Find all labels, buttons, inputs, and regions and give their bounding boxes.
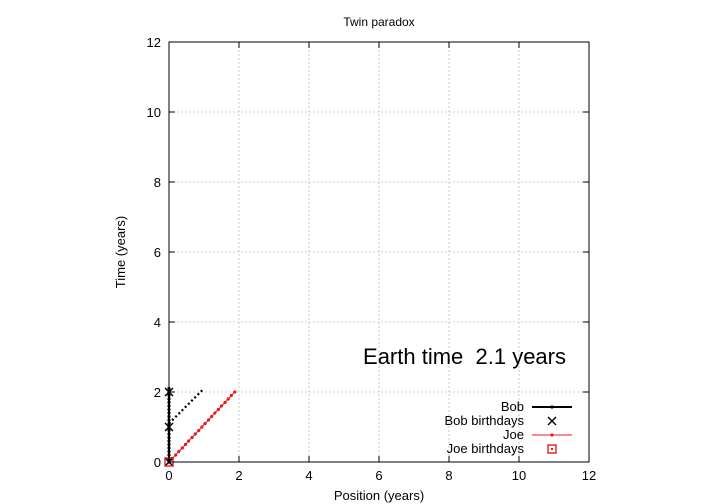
x-tick-label: 0 (165, 468, 172, 483)
legend: Bob Bob birthdays Joe Joe birthdays (445, 399, 572, 456)
tick-layer: 0 2 4 6 8 10 12 0 2 4 6 8 10 12 (147, 35, 597, 483)
earth-time-annotation: Earth time 2.1 years (363, 344, 566, 369)
y-axis-label: Time (years) (113, 216, 128, 288)
joe-point (206, 418, 211, 422)
joe-point (210, 414, 214, 419)
joe-point (177, 449, 181, 454)
joe-point (187, 439, 191, 443)
x-tick-label: 2 (235, 468, 242, 483)
joe-point (183, 442, 188, 447)
y-tick-label: 6 (154, 245, 161, 260)
dotted-path-line (168, 387, 205, 425)
y-tick-label: 4 (154, 315, 161, 330)
legend-label-bob-birthdays: Bob birthdays (445, 413, 525, 428)
x-tick-label: 4 (305, 468, 312, 483)
x-tick-label: 6 (375, 468, 382, 483)
joe-point (223, 400, 227, 405)
y-tick-label: 10 (147, 105, 161, 120)
legend-swatch-joe-birthdays (547, 444, 557, 454)
y-tick-label: 2 (154, 385, 161, 400)
joe-point (174, 453, 178, 457)
series-layer (164, 386, 237, 467)
grid-layer (169, 42, 589, 462)
x-tick-label: 12 (582, 468, 596, 483)
joe-point (190, 435, 194, 440)
legend-label-bob: Bob (501, 399, 524, 414)
joe-point (193, 432, 197, 436)
joe-point (226, 397, 230, 401)
joe-point (219, 404, 224, 408)
x-axis-label: Position (years) (334, 488, 424, 503)
joe-point (229, 393, 233, 398)
joe-point (200, 425, 204, 429)
y-tick-label: 12 (147, 35, 161, 50)
legend-swatch-bob-birthdays (547, 416, 557, 426)
joe-point (197, 428, 201, 433)
legend-point-bob (550, 405, 554, 409)
y-tick-label: 0 (154, 455, 161, 470)
legend-label-joe-birthdays: Joe birthdays (447, 441, 525, 456)
joe-point (180, 446, 184, 450)
joe-point (233, 390, 237, 394)
y-tick-label: 8 (154, 175, 161, 190)
joe-point (213, 411, 217, 415)
x-tick-label: 8 (445, 468, 452, 483)
x-tick-label: 10 (512, 468, 526, 483)
legend-point-joe (550, 433, 554, 437)
legend-label-joe: Joe (503, 427, 524, 442)
chart-title: Twin paradox (343, 15, 414, 29)
joe-point (203, 421, 207, 426)
joe-point (216, 407, 220, 412)
